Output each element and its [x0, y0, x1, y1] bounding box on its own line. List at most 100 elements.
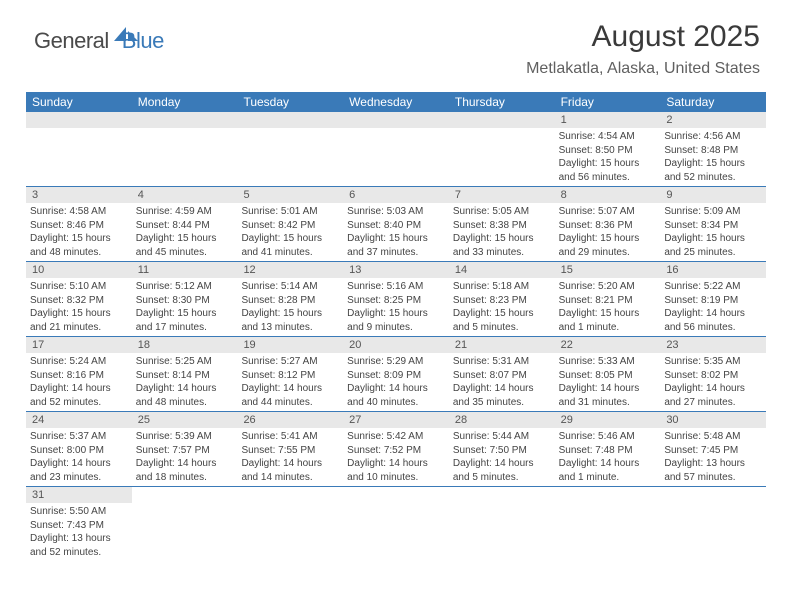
- calendar-week: 3Sunrise: 4:58 AMSunset: 8:46 PMDaylight…: [26, 187, 766, 262]
- day-number: 7: [449, 187, 555, 203]
- calendar-day: 12Sunrise: 5:14 AMSunset: 8:28 PMDayligh…: [237, 262, 343, 336]
- calendar-day: 30Sunrise: 5:48 AMSunset: 7:45 PMDayligh…: [660, 412, 766, 486]
- weekday-header: Tuesday: [237, 92, 343, 112]
- sunset-text: Sunset: 7:57 PM: [136, 444, 234, 458]
- day-number: 21: [449, 337, 555, 353]
- calendar-day: 27Sunrise: 5:42 AMSunset: 7:52 PMDayligh…: [343, 412, 449, 486]
- sunset-text: Sunset: 8:46 PM: [30, 219, 128, 233]
- day-number: 13: [343, 262, 449, 278]
- day-details: Sunrise: 5:14 AMSunset: 8:28 PMDaylight:…: [237, 278, 343, 336]
- sunrise-text: Sunrise: 5:50 AM: [30, 505, 128, 519]
- day-number: 15: [555, 262, 661, 278]
- sunset-text: Sunset: 8:19 PM: [664, 294, 762, 308]
- day-details: Sunrise: 5:50 AMSunset: 7:43 PMDaylight:…: [26, 503, 132, 561]
- sunset-text: Sunset: 8:36 PM: [559, 219, 657, 233]
- calendar-week: 24Sunrise: 5:37 AMSunset: 8:00 PMDayligh…: [26, 412, 766, 487]
- calendar-day: 2Sunrise: 4:56 AMSunset: 8:48 PMDaylight…: [660, 112, 766, 186]
- calendar-week: 10Sunrise: 5:10 AMSunset: 8:32 PMDayligh…: [26, 262, 766, 337]
- day-details: Sunrise: 5:25 AMSunset: 8:14 PMDaylight:…: [132, 353, 238, 411]
- daylight-text: Daylight: 15 hours and 45 minutes.: [136, 232, 234, 259]
- day-number: 3: [26, 187, 132, 203]
- sunrise-text: Sunrise: 5:07 AM: [559, 205, 657, 219]
- day-number: 24: [26, 412, 132, 428]
- sunset-text: Sunset: 8:05 PM: [559, 369, 657, 383]
- daylight-text: Daylight: 15 hours and 1 minute.: [559, 307, 657, 334]
- weekday-header: Monday: [132, 92, 238, 112]
- weekday-header: Friday: [555, 92, 661, 112]
- daylight-text: Daylight: 15 hours and 52 minutes.: [664, 157, 762, 184]
- calendar-day: 1Sunrise: 4:54 AMSunset: 8:50 PMDaylight…: [555, 112, 661, 186]
- day-number: [343, 112, 449, 128]
- calendar-day: 18Sunrise: 5:25 AMSunset: 8:14 PMDayligh…: [132, 337, 238, 411]
- calendar-day: 9Sunrise: 5:09 AMSunset: 8:34 PMDaylight…: [660, 187, 766, 261]
- day-number: 26: [237, 412, 343, 428]
- sunrise-text: Sunrise: 5:10 AM: [30, 280, 128, 294]
- sunset-text: Sunset: 7:50 PM: [453, 444, 551, 458]
- calendar-day: 15Sunrise: 5:20 AMSunset: 8:21 PMDayligh…: [555, 262, 661, 336]
- calendar-day: 14Sunrise: 5:18 AMSunset: 8:23 PMDayligh…: [449, 262, 555, 336]
- calendar-day: 16Sunrise: 5:22 AMSunset: 8:19 PMDayligh…: [660, 262, 766, 336]
- daylight-text: Daylight: 14 hours and 5 minutes.: [453, 457, 551, 484]
- day-number: [26, 112, 132, 128]
- calendar-day: [449, 112, 555, 186]
- sunrise-text: Sunrise: 5:44 AM: [453, 430, 551, 444]
- calendar-day: [237, 112, 343, 186]
- sunrise-text: Sunrise: 5:12 AM: [136, 280, 234, 294]
- day-number: 30: [660, 412, 766, 428]
- daylight-text: Daylight: 14 hours and 56 minutes.: [664, 307, 762, 334]
- day-details: Sunrise: 5:18 AMSunset: 8:23 PMDaylight:…: [449, 278, 555, 336]
- sunrise-text: Sunrise: 4:56 AM: [664, 130, 762, 144]
- day-number: 18: [132, 337, 238, 353]
- day-details: Sunrise: 5:01 AMSunset: 8:42 PMDaylight:…: [237, 203, 343, 261]
- brand-part1: General: [34, 28, 109, 54]
- day-number: 4: [132, 187, 238, 203]
- calendar-week: 31Sunrise: 5:50 AMSunset: 7:43 PMDayligh…: [26, 487, 766, 561]
- sunrise-text: Sunrise: 5:31 AM: [453, 355, 551, 369]
- sunrise-text: Sunrise: 5:46 AM: [559, 430, 657, 444]
- calendar-week: 1Sunrise: 4:54 AMSunset: 8:50 PMDaylight…: [26, 112, 766, 187]
- day-number: [660, 487, 766, 503]
- daylight-text: Daylight: 15 hours and 33 minutes.: [453, 232, 551, 259]
- day-number: 14: [449, 262, 555, 278]
- day-details: Sunrise: 5:20 AMSunset: 8:21 PMDaylight:…: [555, 278, 661, 336]
- sunset-text: Sunset: 8:12 PM: [241, 369, 339, 383]
- day-number: [449, 487, 555, 503]
- calendar-day: 17Sunrise: 5:24 AMSunset: 8:16 PMDayligh…: [26, 337, 132, 411]
- sunrise-text: Sunrise: 5:09 AM: [664, 205, 762, 219]
- day-details: Sunrise: 5:05 AMSunset: 8:38 PMDaylight:…: [449, 203, 555, 261]
- daylight-text: Daylight: 15 hours and 41 minutes.: [241, 232, 339, 259]
- calendar-day: [132, 487, 238, 561]
- day-number: [343, 487, 449, 503]
- location-subtitle: Metlakatla, Alaska, United States: [526, 60, 760, 78]
- sunset-text: Sunset: 8:34 PM: [664, 219, 762, 233]
- calendar-day: [660, 487, 766, 561]
- sunrise-text: Sunrise: 5:48 AM: [664, 430, 762, 444]
- sunrise-text: Sunrise: 5:37 AM: [30, 430, 128, 444]
- page-title: August 2025: [592, 20, 760, 54]
- sunset-text: Sunset: 7:55 PM: [241, 444, 339, 458]
- calendar-day: 13Sunrise: 5:16 AMSunset: 8:25 PMDayligh…: [343, 262, 449, 336]
- daylight-text: Daylight: 15 hours and 21 minutes.: [30, 307, 128, 334]
- daylight-text: Daylight: 15 hours and 9 minutes.: [347, 307, 445, 334]
- weekday-header: Wednesday: [343, 92, 449, 112]
- weekday-header: Sunday: [26, 92, 132, 112]
- sunset-text: Sunset: 8:42 PM: [241, 219, 339, 233]
- day-details: Sunrise: 5:03 AMSunset: 8:40 PMDaylight:…: [343, 203, 449, 261]
- day-details: Sunrise: 5:12 AMSunset: 8:30 PMDaylight:…: [132, 278, 238, 336]
- sunset-text: Sunset: 8:02 PM: [664, 369, 762, 383]
- day-number: [237, 112, 343, 128]
- weekday-header-row: Sunday Monday Tuesday Wednesday Thursday…: [26, 92, 766, 112]
- day-number: 11: [132, 262, 238, 278]
- calendar-week: 17Sunrise: 5:24 AMSunset: 8:16 PMDayligh…: [26, 337, 766, 412]
- daylight-text: Daylight: 14 hours and 23 minutes.: [30, 457, 128, 484]
- day-number: 23: [660, 337, 766, 353]
- sunset-text: Sunset: 8:25 PM: [347, 294, 445, 308]
- day-number: [555, 487, 661, 503]
- daylight-text: Daylight: 13 hours and 52 minutes.: [30, 532, 128, 559]
- daylight-text: Daylight: 14 hours and 10 minutes.: [347, 457, 445, 484]
- day-details: Sunrise: 4:54 AMSunset: 8:50 PMDaylight:…: [555, 128, 661, 186]
- calendar-day: [132, 112, 238, 186]
- sunrise-text: Sunrise: 5:14 AM: [241, 280, 339, 294]
- calendar-day: 11Sunrise: 5:12 AMSunset: 8:30 PMDayligh…: [132, 262, 238, 336]
- calendar-day: [449, 487, 555, 561]
